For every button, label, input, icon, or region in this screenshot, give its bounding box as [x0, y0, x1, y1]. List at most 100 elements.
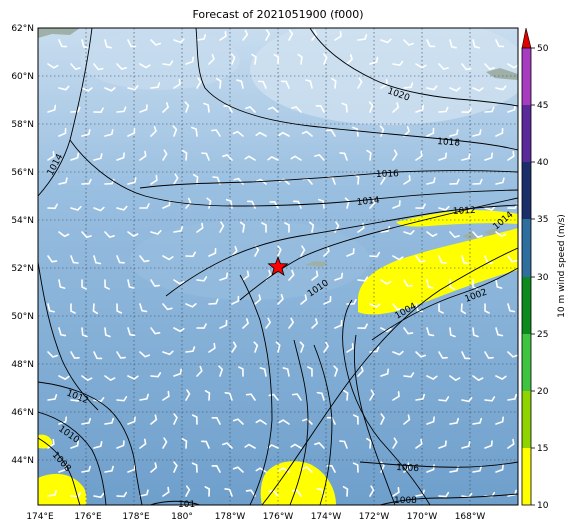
wind-barb — [282, 367, 290, 377]
graticule — [38, 28, 518, 505]
wind-shading-band — [38, 473, 87, 505]
wind-barb — [58, 177, 68, 185]
wind-barb — [81, 465, 91, 473]
wind-barb — [127, 177, 137, 185]
wind-barb — [484, 205, 496, 211]
isobar-1006-inner — [353, 334, 396, 505]
wind-barb — [245, 489, 256, 497]
wind-barb — [311, 29, 318, 41]
wind-barb — [244, 443, 256, 449]
wind-barb — [346, 54, 353, 65]
map-title: Forecast of 2021051900 (f000) — [192, 8, 364, 21]
wind-barb — [392, 102, 400, 113]
wind-barb — [245, 393, 256, 401]
lon-label: 176°W — [263, 512, 294, 522]
wind-barb — [426, 416, 435, 425]
wind-barb — [139, 104, 148, 113]
colorbar-extend-arrow — [521, 27, 532, 49]
wind-barb — [316, 391, 325, 401]
wind-barb — [230, 53, 236, 65]
wind-barb — [449, 327, 456, 338]
wind-barb — [251, 53, 257, 65]
wind-barb — [301, 418, 313, 425]
wind-barb — [415, 393, 426, 401]
wind-barb — [366, 149, 372, 161]
wind-barb — [219, 272, 229, 281]
wind-barb — [369, 389, 375, 401]
wind-barb — [380, 368, 390, 377]
wind-barb — [293, 200, 302, 209]
wind-barb — [127, 127, 136, 137]
wind-barb — [357, 77, 363, 89]
wind-barb — [297, 53, 303, 65]
contour-label: 1008 — [394, 496, 417, 506]
wind-barb — [449, 231, 460, 239]
contour-label: 1016 — [376, 169, 400, 180]
wind-barb — [507, 438, 515, 449]
wind-barb — [173, 279, 185, 285]
wind-barb — [185, 389, 191, 401]
lat-label: 54°N — [11, 216, 34, 226]
wind-barb — [265, 317, 272, 329]
wind-barb — [403, 174, 411, 185]
colorbar-segment — [522, 48, 531, 105]
colorbar-segment — [522, 391, 531, 448]
wind-barb — [196, 77, 202, 89]
wind-barb — [311, 318, 319, 329]
wind-barb — [116, 152, 125, 161]
wind-barb — [300, 245, 306, 257]
wind-barb — [380, 279, 392, 285]
wind-barb — [47, 150, 55, 161]
wind-barb — [208, 342, 216, 353]
colorbar-tick-label: 15 — [537, 444, 548, 454]
wind-barb — [70, 396, 82, 402]
wind-barb — [173, 461, 178, 473]
wind-barb — [139, 150, 147, 161]
wind-barb — [150, 39, 162, 46]
wind-barb — [290, 155, 302, 161]
wind-barb — [162, 60, 174, 66]
wind-barb — [460, 303, 467, 315]
wind-barb — [70, 492, 82, 498]
wind-barb — [139, 351, 151, 358]
wind-barb — [162, 149, 168, 161]
wind-barb — [173, 327, 185, 333]
wind-barb — [472, 417, 483, 425]
wind-barb — [339, 440, 348, 449]
wind-barb — [343, 389, 349, 401]
wind-barb — [438, 255, 447, 264]
contour-label: 1018 — [437, 137, 461, 149]
wind-barb — [150, 126, 157, 137]
wind-barb — [357, 34, 368, 41]
wind-barb — [47, 303, 55, 313]
wind-barb — [58, 127, 67, 137]
wind-barb — [81, 129, 91, 137]
wind-barb — [242, 270, 250, 281]
wind-barb — [231, 245, 238, 257]
wind-barb — [127, 464, 136, 473]
wind-barb — [277, 245, 282, 257]
contour-label: 1014 — [356, 196, 380, 208]
lat-label: 48°N — [11, 360, 34, 370]
isobar-1006-south — [359, 461, 518, 468]
wind-barb — [162, 437, 168, 449]
wind-barb — [92, 303, 99, 315]
wind-barb — [242, 29, 249, 41]
wind-barb — [208, 247, 217, 257]
wind-barb — [403, 372, 415, 378]
wind-barb — [380, 226, 391, 233]
wind-barb — [438, 396, 450, 402]
wind-barb — [308, 221, 315, 233]
wind-barb — [495, 375, 507, 381]
colorbar-tick-label: 25 — [537, 330, 548, 340]
wind-barb — [70, 351, 80, 359]
wind-barb — [104, 231, 115, 239]
wind-barb — [369, 303, 381, 308]
wind-barb — [58, 327, 67, 337]
wind-barb — [438, 491, 450, 498]
wind-barb — [58, 231, 70, 238]
wind-barb — [438, 152, 448, 161]
colorbar-tick-label: 20 — [537, 387, 549, 397]
wind-barb — [196, 34, 207, 41]
wind-shading-band — [260, 461, 336, 505]
